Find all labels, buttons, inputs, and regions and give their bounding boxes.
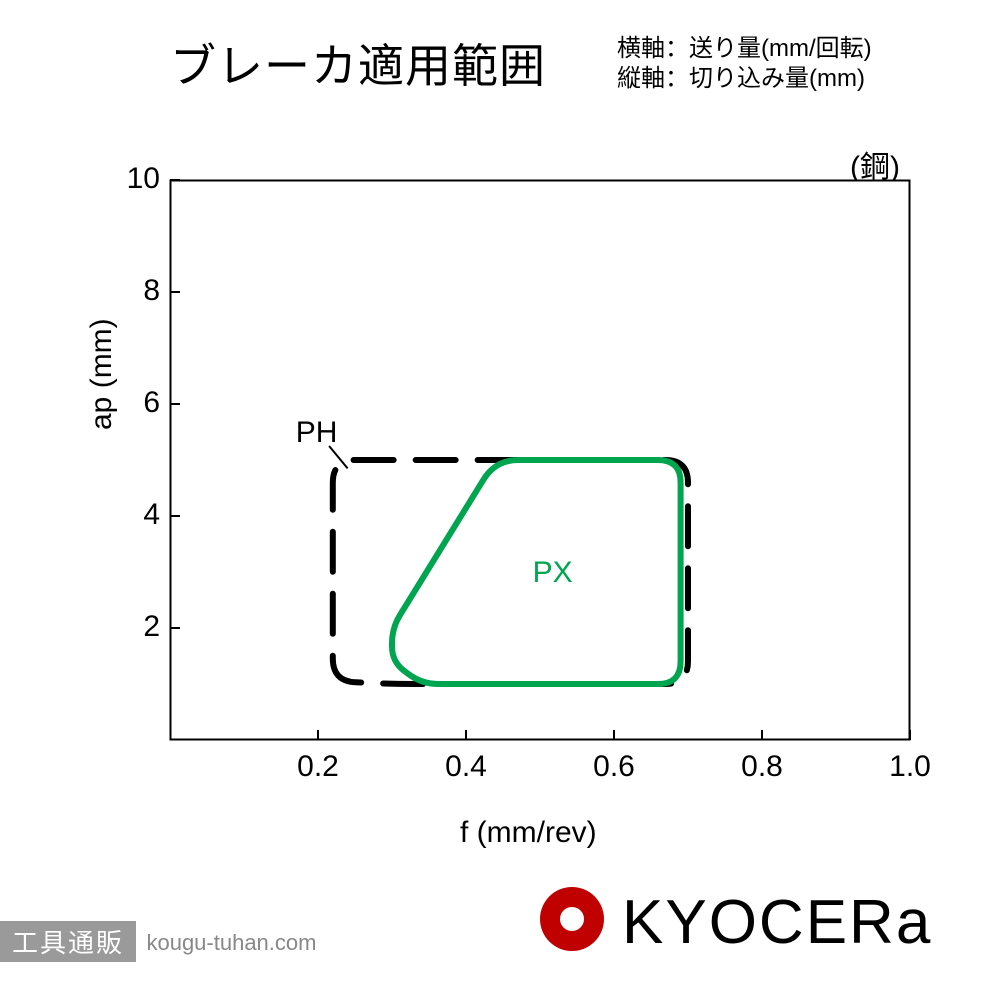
ytick: 8 bbox=[110, 274, 160, 308]
brand-text: KYOCERa bbox=[622, 888, 932, 957]
xtick: 1.0 bbox=[880, 750, 940, 784]
footer-left: 工具通販 kougu-tuhan.com bbox=[0, 921, 316, 962]
page: ブレーカ適用範囲 横軸：送り量(mm/回転) 縦軸：切り込み量(mm) (鋼) … bbox=[0, 0, 1000, 1000]
axis-legend: 横軸：送り量(mm/回転) 縦軸：切り込み量(mm) bbox=[617, 34, 872, 94]
x-axis-label: f (mm/rev) bbox=[460, 816, 597, 850]
legend-x: 横軸：送り量(mm/回転) bbox=[617, 34, 872, 64]
shop-badge: 工具通販 bbox=[0, 921, 136, 962]
ytick: 6 bbox=[110, 386, 160, 420]
page-title: ブレーカ適用範囲 bbox=[170, 30, 546, 96]
footer-brand: KYOCERa bbox=[536, 883, 966, 962]
brand-mark-icon bbox=[540, 887, 604, 951]
ytick: 10 bbox=[110, 162, 160, 196]
xtick: 0.4 bbox=[436, 750, 496, 784]
ytick: 4 bbox=[110, 498, 160, 532]
xtick: 0.8 bbox=[732, 750, 792, 784]
legend-y: 縦軸：切り込み量(mm) bbox=[617, 64, 872, 94]
xtick: 0.2 bbox=[288, 750, 348, 784]
kyocera-logo: KYOCERa bbox=[536, 883, 966, 957]
chart-plot bbox=[170, 180, 910, 740]
ytick: 2 bbox=[110, 610, 160, 644]
xtick: 0.6 bbox=[584, 750, 644, 784]
series-label-ph: PH bbox=[296, 416, 338, 450]
shop-url: kougu-tuhan.com bbox=[146, 930, 316, 955]
series-label-px: PX bbox=[533, 556, 573, 590]
